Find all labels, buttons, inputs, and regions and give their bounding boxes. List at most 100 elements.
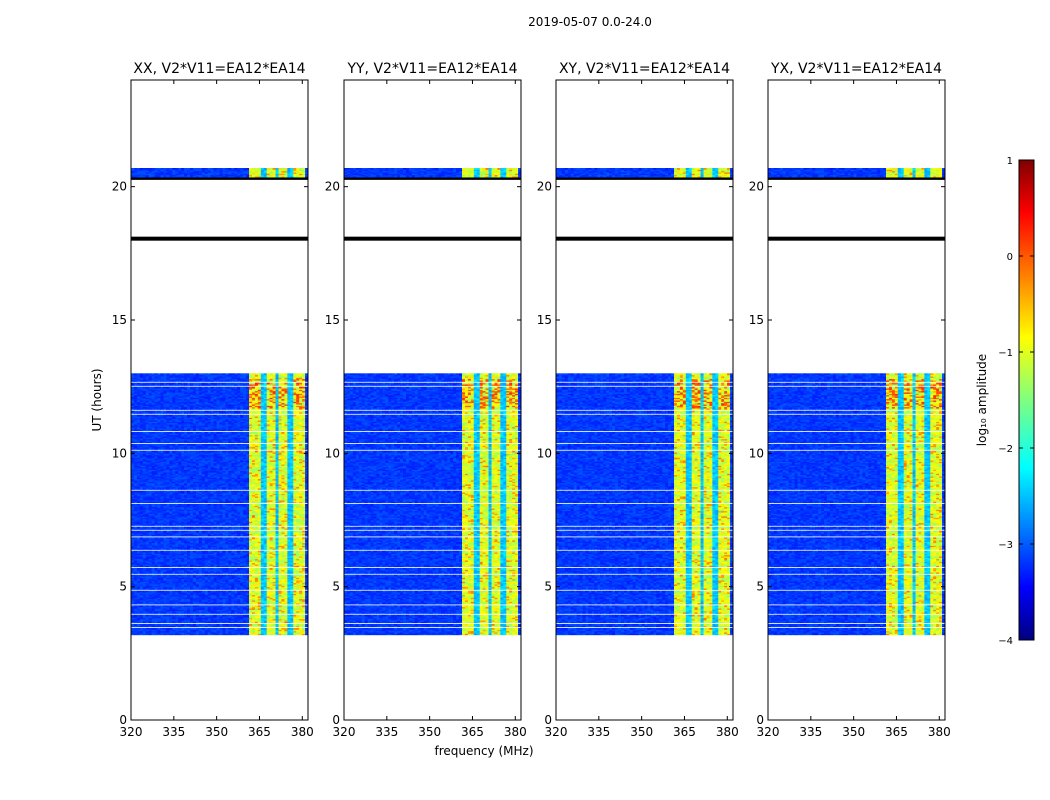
heatmap-cell xyxy=(290,628,293,630)
heatmap-cell xyxy=(152,628,155,630)
heatmap-cell xyxy=(243,615,246,617)
heatmap-cell xyxy=(281,624,284,626)
heatmap-cell xyxy=(261,628,264,630)
heatmap-cell xyxy=(161,615,164,617)
heatmap-cell xyxy=(199,624,202,626)
heatmap-cell xyxy=(276,624,279,626)
heatmap-cell xyxy=(281,615,284,617)
heatmap-cell xyxy=(234,628,237,630)
heatmap-cell xyxy=(264,615,267,617)
heatmap-cell xyxy=(214,624,217,626)
heatmap-cell xyxy=(146,624,149,626)
heatmap-cell xyxy=(234,624,237,626)
heatmap-cell xyxy=(293,624,296,626)
heatmap-cell xyxy=(199,615,202,617)
heatmap-cell xyxy=(220,628,223,630)
heatmap-cell xyxy=(196,615,199,617)
heatmap-cell xyxy=(166,628,169,630)
heatmap-cell xyxy=(296,628,299,630)
heatmap-cell xyxy=(166,624,169,626)
heatmap-cell xyxy=(172,628,175,630)
heatmap-cell xyxy=(261,615,264,617)
heatmap-cell xyxy=(205,624,208,626)
heatmap-cell xyxy=(270,628,273,630)
heatmap-cell xyxy=(187,615,190,617)
heatmap-cell xyxy=(296,615,299,617)
heatmap-cell xyxy=(231,624,234,626)
heatmap-cell xyxy=(211,628,214,630)
heatmap-cell xyxy=(217,628,220,630)
heatmap-cell xyxy=(279,628,282,630)
heatmap-cell xyxy=(264,624,267,626)
heatmap-cell xyxy=(196,624,199,626)
panels-group: 320 335 350 365 38005101520XX, V2*V11=EA12*E… xyxy=(112,61,951,739)
heatmap-cell xyxy=(225,615,228,617)
heatmap-cell xyxy=(137,624,140,626)
heatmap-cell xyxy=(267,628,270,630)
heatmap-cell xyxy=(258,628,261,630)
heatmap-cell xyxy=(163,624,166,626)
heatmap-cell xyxy=(205,628,208,630)
heatmap-cell xyxy=(137,615,140,617)
heatmap-cell xyxy=(181,624,184,626)
heatmap-cell xyxy=(240,624,243,626)
heatmap-cell xyxy=(149,615,152,617)
heatmap-cell xyxy=(273,615,276,617)
heatmap-cell xyxy=(181,615,184,617)
heatmap-cell xyxy=(264,628,267,630)
heatmap-cell xyxy=(155,615,158,617)
heatmap-cell xyxy=(284,615,287,617)
heatmap-cell xyxy=(231,615,234,617)
heatmap-cell xyxy=(155,628,158,630)
heatmap-cell xyxy=(187,624,190,626)
heatmap-cell xyxy=(169,624,172,626)
heatmap-cell xyxy=(184,615,187,617)
heatmap-cell xyxy=(193,628,196,630)
heatmap-cell xyxy=(158,615,161,617)
heatmap-cell xyxy=(252,628,255,630)
heatmap-cell xyxy=(196,628,199,630)
heatmap-cell xyxy=(302,615,305,617)
heatmap-cell xyxy=(243,628,246,630)
heatmap-cell xyxy=(273,628,276,630)
heatmap-cell xyxy=(243,624,246,626)
heatmap-cell xyxy=(149,628,152,630)
heatmap-cell xyxy=(184,624,187,626)
heatmap-cell xyxy=(270,624,273,626)
heatmap-cell xyxy=(131,615,134,617)
heatmap-cell xyxy=(293,628,296,630)
heatmap-cell xyxy=(190,624,193,626)
heatmap-cell xyxy=(281,628,284,630)
heatmap-cell xyxy=(172,615,175,617)
heatmap-cell xyxy=(228,628,231,630)
heatmap-cell xyxy=(222,628,225,630)
heatmap-cell xyxy=(217,624,220,626)
heatmap-cell xyxy=(299,624,302,626)
heatmap-cell xyxy=(255,624,258,626)
heatmap-cell xyxy=(217,615,220,617)
heatmap-cell xyxy=(237,624,240,626)
heatmap-cell xyxy=(246,615,249,617)
heatmap-cell xyxy=(161,624,164,626)
heatmap-cell xyxy=(175,615,178,617)
heatmap-cell xyxy=(258,624,261,626)
heatmap-cell xyxy=(302,624,305,626)
heatmap-cell xyxy=(293,615,296,617)
heatmap-cell xyxy=(211,624,214,626)
figure-suptitle: 2019-05-07 0.0-24.0 xyxy=(528,15,652,29)
heatmap-cell xyxy=(249,615,252,617)
heatmap-cell xyxy=(220,624,223,626)
heatmap-cell xyxy=(202,624,205,626)
heatmap-cell xyxy=(181,628,184,630)
heatmap-cell xyxy=(228,624,231,626)
heatmap-cell xyxy=(202,628,205,630)
heatmap-cell xyxy=(220,615,223,617)
heatmap-cell xyxy=(225,624,228,626)
heatmap-cell xyxy=(131,624,134,626)
heatmap-cell xyxy=(178,624,181,626)
heatmap-cell xyxy=(284,624,287,626)
heatmap-cell xyxy=(199,628,202,630)
heatmap-cell xyxy=(143,628,146,630)
heatmap-cell xyxy=(240,628,243,630)
heatmap-cell xyxy=(228,615,231,617)
